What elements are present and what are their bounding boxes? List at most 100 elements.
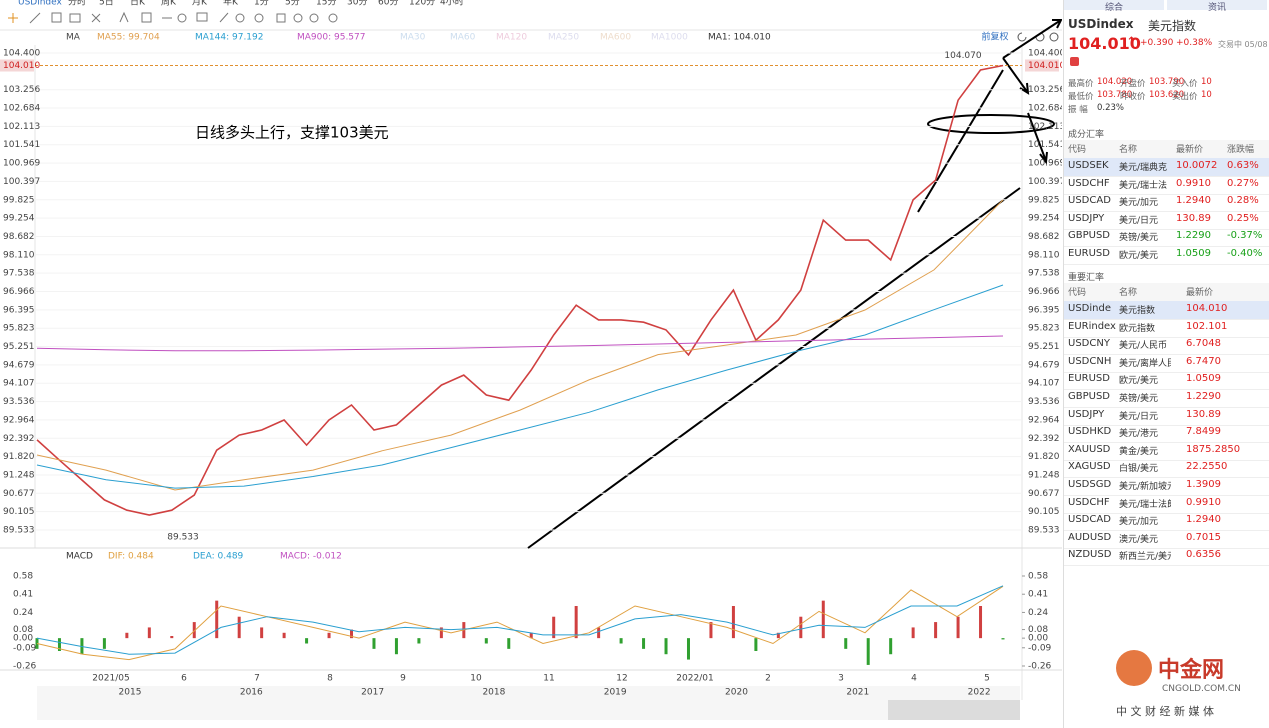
- high-label: 104.070: [944, 51, 981, 61]
- macd-bar: [866, 638, 870, 665]
- legend-item: MA600: [600, 33, 631, 43]
- quote-symbol: USDindex: [1068, 17, 1134, 31]
- macd-bar: [979, 606, 983, 639]
- table-cell: USDJPY: [1068, 212, 1105, 224]
- macd-bar: [417, 638, 421, 644]
- navigator: [37, 686, 1020, 720]
- y-tick-label: 0.41: [1028, 590, 1048, 600]
- table-cell: 1.0509: [1176, 248, 1211, 259]
- table-cell: 欧元/美元: [1119, 251, 1159, 261]
- table-cell: 美元/港元: [1119, 429, 1159, 440]
- y-tick-label: 102.113: [3, 122, 40, 132]
- table-cell: AUDUSD: [1068, 531, 1112, 543]
- stat-value: 103.790: [1149, 77, 1185, 87]
- macd-bar: [170, 636, 174, 639]
- period-tab: 15分: [316, 0, 336, 8]
- y-tick-label: 100.969: [3, 159, 40, 169]
- macd-bar: [911, 627, 915, 639]
- watermark-logo: [1116, 650, 1152, 686]
- table-cell: 0.6356: [1186, 549, 1221, 561]
- stat-label: 卖出价: [1172, 92, 1198, 102]
- macd-bar: [776, 632, 780, 639]
- table-cell: 澳元/美元: [1119, 534, 1159, 545]
- period-tab: 日K: [130, 0, 146, 8]
- y-tick-label: 92.964: [1028, 415, 1060, 425]
- table-cell: 1.2940: [1176, 195, 1211, 207]
- ma-line: [36, 335, 1004, 352]
- legend-item: MA120: [496, 33, 527, 43]
- header-cell: 涨跌幅: [1227, 145, 1255, 155]
- y-tick-label: 98.682: [3, 232, 35, 242]
- table-cell: USDCAD: [1068, 514, 1111, 526]
- y-tick-label: 98.110: [3, 250, 35, 260]
- macd-legend: DEA: 0.489: [193, 552, 244, 562]
- macd-bar: [619, 638, 623, 644]
- macd-bar: [260, 627, 264, 639]
- y-tick-label: 101.541: [1028, 140, 1062, 150]
- x-tick-label: 12: [616, 674, 627, 684]
- stat-label: 最高价: [1068, 79, 1094, 89]
- x-tick-label: 2022/01: [676, 674, 713, 684]
- y-tick-label: 99.825: [1028, 195, 1060, 205]
- table-cell: XAUUSD: [1068, 443, 1111, 455]
- period-tab: 60分: [378, 0, 398, 8]
- table-cell: 欧元指数: [1119, 323, 1156, 334]
- table-cell: 0.7015: [1186, 531, 1221, 543]
- x-tick-label: 6: [181, 674, 187, 684]
- table-cell: 1.2940: [1186, 514, 1221, 526]
- y-tick-label: 90.677: [1028, 489, 1060, 499]
- section-title: 成分汇率: [1068, 130, 1105, 140]
- stat-value: 0.23%: [1097, 103, 1125, 113]
- macd-legend: DIF: 0.484: [108, 552, 154, 562]
- macd-legend: MACD: [66, 552, 93, 562]
- y-tick-label: 95.251: [1028, 342, 1060, 352]
- table-cell: EURindex: [1068, 320, 1116, 332]
- table-cell: 英镑/美元: [1119, 233, 1159, 244]
- y-tick-label: -0.09: [13, 643, 37, 653]
- table-cell: 0.28%: [1227, 195, 1259, 207]
- legend-item: MA60: [450, 33, 476, 43]
- macd-bar: [1001, 638, 1005, 640]
- macd-bar: [282, 632, 286, 639]
- table-cell: USDCNH: [1068, 355, 1112, 367]
- macd-bar: [799, 616, 803, 639]
- drawings: [527, 19, 1062, 549]
- y-tick-label: 96.395: [3, 305, 35, 315]
- x-tick-label: 4: [911, 674, 917, 684]
- navigator-year: 2022: [968, 688, 991, 698]
- table-header: 代码 名称 最新价 涨跌幅: [1064, 140, 1269, 159]
- quote-change-pct: +0.38%: [1176, 38, 1213, 48]
- y-tick-label: 0.58: [1028, 572, 1048, 582]
- table-row: EURUSD 欧元/美元 1.0509 -0.40%: [1064, 246, 1269, 265]
- table-cell: -0.37%: [1227, 230, 1263, 242]
- macd-bar: [552, 616, 556, 639]
- watermark-brand: 中金网: [1158, 658, 1225, 683]
- stat-label: 昨收价: [1120, 92, 1146, 102]
- adjust-button[interactable]: 前复权: [981, 31, 1008, 43]
- table-cell: 22.2550: [1186, 461, 1228, 473]
- table-cell: 白银/美元: [1119, 464, 1159, 475]
- table-cell: 美元/瑞士法郎: [1119, 499, 1171, 510]
- macd-bar: [484, 638, 488, 644]
- table-cell: 1.3909: [1186, 479, 1221, 490]
- macd-bar: [350, 629, 354, 639]
- table-cell: USDSGD: [1068, 479, 1112, 490]
- y-tick-label: 98.110: [1028, 250, 1060, 260]
- alert-icon: [1070, 57, 1079, 66]
- ma-line: [36, 284, 1004, 489]
- x-tick-label: 2021/05: [92, 674, 129, 684]
- y-tick-label: 99.254: [1028, 214, 1060, 224]
- stat-value: 103.620: [1149, 90, 1185, 100]
- tab: 资讯: [1167, 0, 1267, 13]
- y-tick-label: 91.820: [3, 452, 35, 462]
- table-cell: 0.27%: [1227, 177, 1259, 189]
- table-cell: 10.0072: [1176, 160, 1218, 171]
- quote-status: 交易中 05/08 2: [1218, 40, 1269, 49]
- table-cell: 英镑/美元: [1119, 394, 1159, 404]
- y-tick-label: 94.107: [1028, 379, 1060, 389]
- macd-bar: [529, 632, 533, 639]
- macd-bar: [327, 632, 331, 639]
- navigator-year: 2020: [725, 688, 748, 698]
- table-cell: EURUSD: [1068, 248, 1110, 259]
- macd-bar: [731, 606, 735, 639]
